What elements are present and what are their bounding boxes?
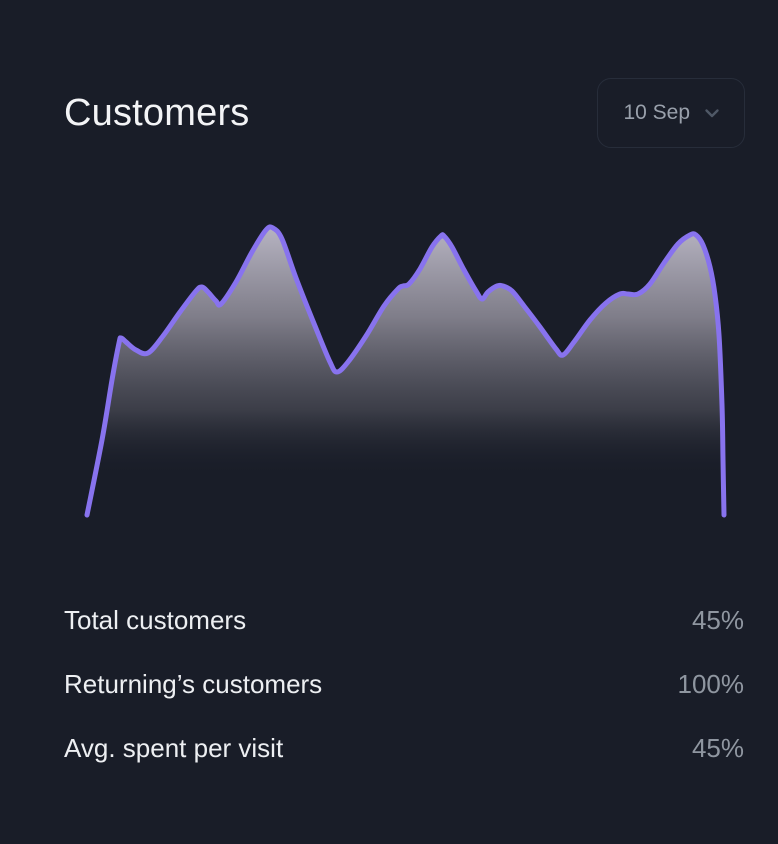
stat-value: 45% <box>691 733 744 763</box>
chart-area-fill <box>87 226 724 516</box>
stat-value: 45% <box>691 605 744 635</box>
chart-line <box>84 224 727 518</box>
stat-row: Avg. spent per visit 45% <box>64 728 744 768</box>
customers-area-chart <box>0 190 778 530</box>
stats-list: Total customers 45% Returning’s customer… <box>64 600 744 792</box>
card-header: Customers 10 Sep <box>64 78 745 148</box>
stat-label: Total customers <box>64 605 247 635</box>
chevron-down-icon <box>702 103 722 123</box>
stat-label: Returning’s customers <box>64 669 323 699</box>
stat-row: Total customers 45% <box>64 600 744 640</box>
page-title: Customers <box>64 91 250 134</box>
stat-label: Avg. spent per visit <box>64 733 284 763</box>
date-selector-button[interactable]: 10 Sep <box>597 78 745 148</box>
stat-value: 100% <box>677 669 745 699</box>
stat-row: Returning’s customers 100% <box>64 664 744 704</box>
date-selector-label: 10 Sep <box>623 101 690 124</box>
